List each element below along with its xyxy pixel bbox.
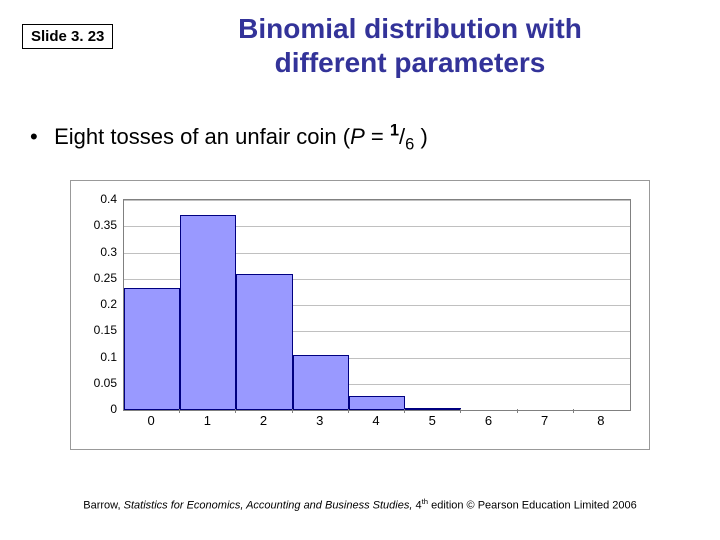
chart-xtick-mark bbox=[179, 409, 180, 413]
chart-ytick-label: 0.2 bbox=[77, 297, 117, 311]
chart-bar bbox=[180, 215, 236, 410]
chart-xtick-mark bbox=[292, 409, 293, 413]
bullet-post: ) bbox=[414, 124, 427, 149]
chart-bar bbox=[349, 396, 405, 410]
chart-ytick-label: 0.35 bbox=[77, 218, 117, 232]
bullet-eq: = bbox=[365, 124, 390, 149]
chart-xtick-mark bbox=[404, 409, 405, 413]
chart-plot-area bbox=[123, 199, 631, 411]
chart-bar bbox=[124, 288, 180, 410]
chart-gridline bbox=[124, 200, 630, 201]
chart-xtick-mark bbox=[517, 409, 518, 413]
chart-ytick-label: 0 bbox=[77, 402, 117, 416]
chart-xtick-mark bbox=[235, 409, 236, 413]
title-line-1: Binomial distribution with bbox=[238, 13, 582, 44]
chart-xtick-label: 0 bbox=[141, 413, 161, 428]
footer-post2: edition © Pearson Education Limited 2006 bbox=[428, 500, 637, 512]
chart-xtick-label: 1 bbox=[197, 413, 217, 428]
slide: Slide 3. 23 Binomial distribution with d… bbox=[0, 0, 720, 540]
bullet-pre: Eight tosses of an unfair coin ( bbox=[54, 124, 350, 149]
chart-bar bbox=[236, 274, 292, 411]
footer-post1: 4 bbox=[412, 500, 421, 512]
chart-xtick-label: 5 bbox=[422, 413, 442, 428]
slide-number-label: Slide 3. 23 bbox=[22, 24, 113, 49]
bullet-point: • Eight tosses of an unfair coin (P = 1/… bbox=[30, 122, 428, 155]
chart-ytick-label: 0.05 bbox=[77, 376, 117, 390]
bullet-numerator: 1 bbox=[390, 122, 399, 140]
chart-xtick-label: 4 bbox=[366, 413, 386, 428]
chart-xtick-mark bbox=[460, 409, 461, 413]
bullet-text: Eight tosses of an unfair coin (P = 1/6 … bbox=[54, 124, 428, 149]
chart-xtick-label: 2 bbox=[254, 413, 274, 428]
chart-ytick-label: 0.3 bbox=[77, 245, 117, 259]
chart-xtick-label: 3 bbox=[310, 413, 330, 428]
bullet-p: P bbox=[350, 124, 365, 149]
chart-xtick-mark bbox=[348, 409, 349, 413]
footer-pre: Barrow, bbox=[83, 500, 123, 512]
footer-citation: Barrow, Statistics for Economics, Accoun… bbox=[0, 497, 720, 512]
chart-bar bbox=[293, 355, 349, 410]
chart-xtick-label: 8 bbox=[591, 413, 611, 428]
chart-ytick-label: 0.15 bbox=[77, 323, 117, 337]
chart-xtick-label: 6 bbox=[478, 413, 498, 428]
chart-ytick-label: 0.4 bbox=[77, 192, 117, 206]
chart-bar bbox=[405, 408, 461, 410]
bullet-denominator: 6 bbox=[405, 136, 414, 154]
title-line-2: different parameters bbox=[275, 47, 546, 78]
bullet-marker: • bbox=[30, 124, 48, 150]
chart-ytick-label: 0.25 bbox=[77, 271, 117, 285]
chart-xtick-mark bbox=[573, 409, 574, 413]
footer-ital: Statistics for Economics, Accounting and… bbox=[124, 500, 413, 512]
slide-title: Binomial distribution with different par… bbox=[150, 12, 670, 79]
chart-xtick-label: 7 bbox=[535, 413, 555, 428]
chart-container: 0 0.05 0.1 0.15 0.2 0.25 0.3 0.35 0.4 0 1 2 3 4 5 6 7 8 bbox=[70, 180, 650, 450]
chart-ytick-label: 0.1 bbox=[77, 350, 117, 364]
